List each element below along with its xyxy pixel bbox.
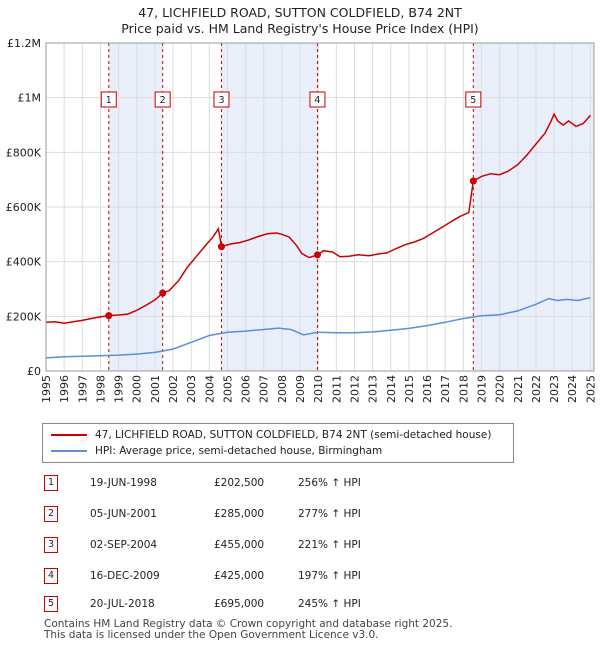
x-tick-label: 2023 [548,375,561,403]
sale-price: £695,000 [214,598,265,610]
legend-label-property: 47, LICHFIELD ROAD, SUTTON COLDFIELD, B7… [95,429,492,441]
sale-hpi: 197% ↑ HPI [298,570,361,582]
sale-point [105,312,113,320]
chart-title: 47, LICHFIELD ROAD, SUTTON COLDFIELD, B7… [138,5,462,20]
table-row: 5 20-JUL-2018 £695,000 245% ↑ HPI [42,596,562,614]
sale-number: 4 [44,568,58,584]
x-tick-label: 1995 [40,375,53,403]
sale-label-box [213,91,230,108]
x-tick-label: 1998 [94,375,107,403]
sale-hpi: 221% ↑ HPI [298,539,361,551]
x-tick-label: 2022 [530,375,543,403]
sale-date: 05-JUN-2001 [90,508,157,520]
x-tick-label: 2001 [149,375,162,403]
sale-price: £202,500 [214,477,265,489]
x-tick-label: 2021 [512,375,525,403]
x-tick-label: 1999 [113,375,126,403]
sale-number: 2 [44,506,58,522]
sale-point [313,251,321,259]
sale-label-box [465,91,482,108]
sale-price: £455,000 [214,539,265,551]
plot-frame [45,42,595,372]
legend-item-property: 47, LICHFIELD ROAD, SUTTON COLDFIELD, B7… [51,429,491,441]
x-tick-label: 2010 [312,375,325,403]
sale-label: 4 [314,95,320,106]
sale-price: £425,000 [214,570,265,582]
sale-label-box [154,91,171,108]
legend-swatch-property [51,434,87,436]
sale-label: 5 [470,95,476,106]
series-line-hpi [45,296,591,359]
y-tick-label: £400K [6,256,42,269]
x-tick-label: 2013 [367,375,380,403]
sale-hpi: 277% ↑ HPI [298,508,361,520]
table-row: 4 16-DEC-2009 £425,000 197% ↑ HPI [42,568,562,586]
sale-hpi: 256% ↑ HPI [298,477,361,489]
y-tick-label: £800K [6,146,42,159]
x-tick-label: 2011 [330,375,343,403]
x-tick-label: 2006 [240,375,253,403]
sale-points [105,177,477,320]
y-tick-label: £0 [27,365,41,378]
sale-label: 1 [106,95,112,106]
y-tick-label: £1M [18,92,42,105]
sale-point [469,177,477,185]
sale-number: 1 [44,475,58,491]
series-lines [45,112,591,359]
chart-subtitle: Price paid vs. HM Land Registry's House … [121,21,479,36]
legend-item-hpi: HPI: Average price, semi-detached house,… [51,445,382,457]
sale-date: 02-SEP-2004 [90,539,158,551]
sale-number: 5 [44,596,58,612]
x-tick-label: 2015 [403,375,416,403]
sale-labels: 1 2 3 4 5 [100,91,482,108]
legend-label-hpi: HPI: Average price, semi-detached house,… [95,445,383,457]
x-tick-label: 2014 [385,375,398,403]
table-row: 3 02-SEP-2004 £455,000 221% ↑ HPI [42,537,562,555]
sale-point [217,243,225,251]
x-tick-label: 2009 [294,375,307,403]
sale-label-box [100,91,117,108]
sale-date: 19-JUN-1998 [90,477,157,489]
x-tick-label: 1996 [58,375,71,403]
sale-date: 20-JUL-2018 [90,598,155,610]
table-row: 2 05-JUN-2001 £285,000 277% ↑ HPI [42,506,562,524]
axes: £0 £200K £400K £600K £800K £1M £1.2M 1995 1996 19… [6,37,598,403]
x-tick-label: 2005 [222,375,235,403]
price-chart: 1 2 3 4 5 £0 £200K £400K £600K £800K £1M £1.2M 1995… [6,37,598,403]
y-tick-label: £600K [6,201,42,214]
sale-point [159,289,167,297]
footer-licence: This data is licensed under the Open Gov… [44,629,379,641]
x-tick-label: 2025 [584,375,597,403]
legend: 47, LICHFIELD ROAD, SUTTON COLDFIELD, B7… [42,423,514,463]
footer: Contains HM Land Registry data © Crown c… [44,619,452,641]
x-tick-label: 2003 [185,375,198,403]
x-tick-label: 2019 [476,375,489,403]
sale-label: 3 [218,95,224,106]
x-tick-label: 2012 [349,375,362,403]
sale-hpi: 245% ↑ HPI [298,598,361,610]
footer-copyright: Contains HM Land Registry data © Crown c… [44,618,453,630]
x-tick-label: 2018 [457,375,470,403]
y-tick-label: £1.2M [7,37,41,50]
sale-date: 16-DEC-2009 [90,570,160,582]
sale-number: 3 [44,537,58,553]
table-row: 1 19-JUN-1998 £202,500 256% ↑ HPI [42,475,562,493]
series-line-property [45,112,591,324]
x-tick-label: 2004 [203,375,216,403]
x-tick-label: 2000 [131,375,144,403]
y-tick-label: £200K [6,310,42,323]
legend-swatch-hpi [51,450,87,452]
x-tick-label: 2002 [167,375,180,403]
x-tick-label: 2007 [258,375,271,403]
sale-price: £285,000 [214,508,265,520]
x-tick-label: 2024 [566,375,579,403]
x-tick-label: 2020 [494,375,507,403]
sale-label-box [309,91,326,108]
x-tick-label: 2017 [439,375,452,403]
x-tick-label: 2016 [421,375,434,403]
x-tick-label: 1997 [76,375,89,403]
x-tick-label: 2008 [276,375,289,403]
sale-label: 2 [160,95,166,106]
